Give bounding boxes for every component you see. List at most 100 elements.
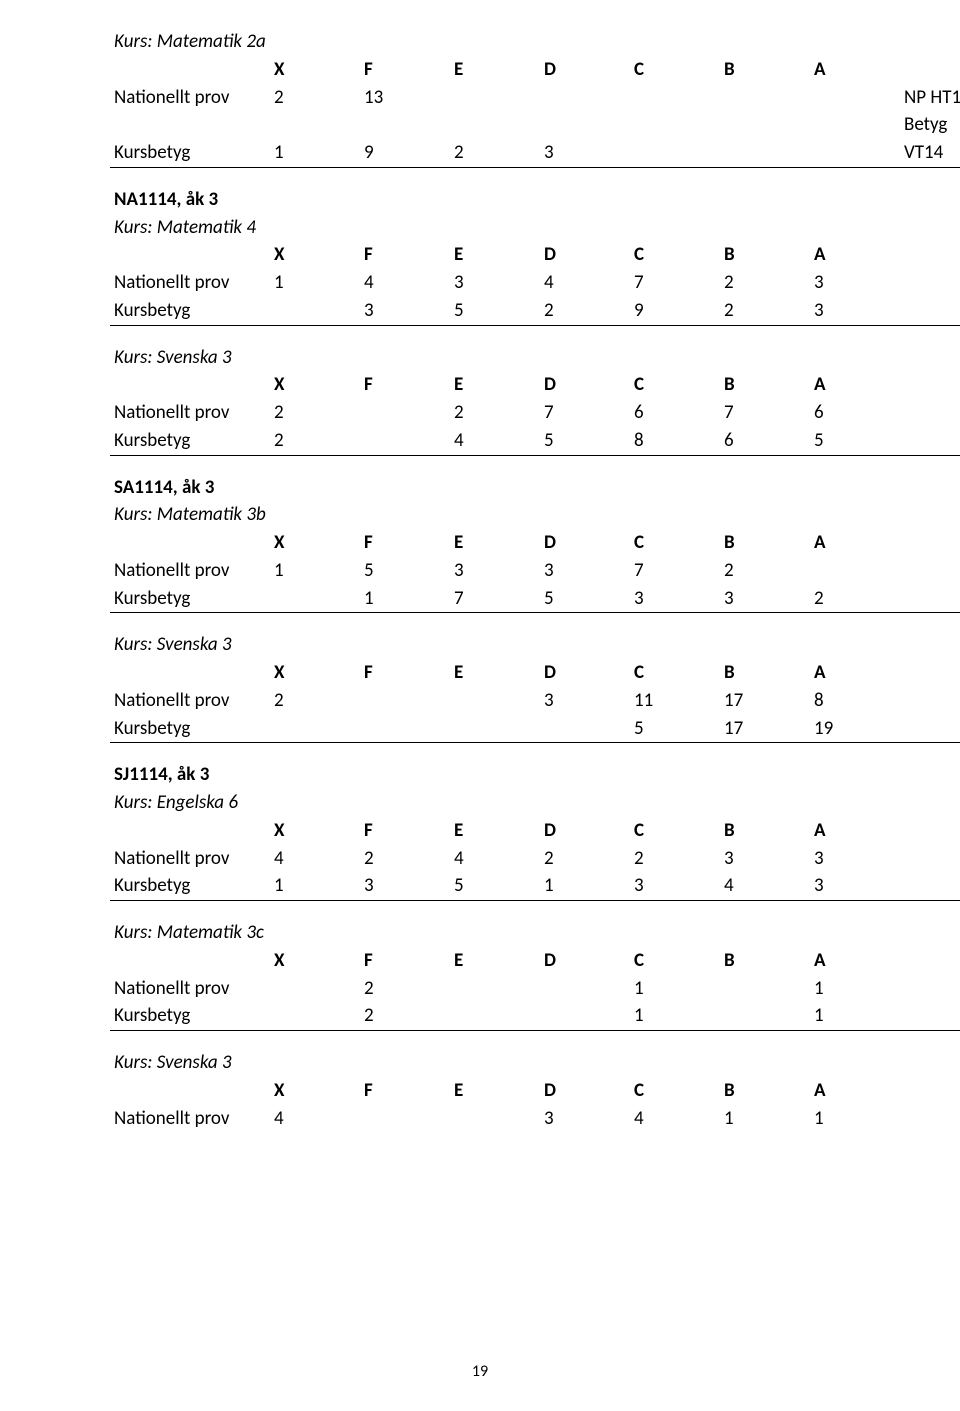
gh-x: X bbox=[270, 241, 360, 269]
cell bbox=[360, 1105, 450, 1133]
cell bbox=[270, 975, 360, 1003]
table-row: Kurs: Svenska 3 bbox=[110, 344, 960, 372]
cell: 3 bbox=[630, 872, 720, 900]
cell: 5 bbox=[450, 872, 540, 900]
gh-f: F bbox=[360, 817, 450, 845]
course-title: Kurs: Svenska 3 bbox=[110, 1049, 960, 1077]
section-heading: SJ1114, åk 3 bbox=[110, 761, 270, 789]
cell: 3 bbox=[540, 139, 630, 167]
gh-d: D bbox=[540, 1077, 630, 1105]
cell bbox=[540, 1002, 630, 1030]
cell: 2 bbox=[720, 297, 810, 325]
cell: 6 bbox=[630, 399, 720, 427]
gh-d: D bbox=[540, 371, 630, 399]
trailing-note: Betyg bbox=[900, 111, 960, 139]
gh-b: B bbox=[720, 56, 810, 84]
cell bbox=[540, 715, 630, 743]
cell: 2 bbox=[630, 845, 720, 873]
cell: 3 bbox=[540, 557, 630, 585]
cell: 2 bbox=[810, 585, 900, 613]
gh-c: C bbox=[630, 56, 720, 84]
row-label: Nationellt prov bbox=[110, 687, 270, 715]
cell: 2 bbox=[270, 427, 360, 455]
table-row: Kurs: Matematik 3b bbox=[110, 501, 960, 529]
table-row: Nationellt prov 4 3 4 1 1 bbox=[110, 1105, 960, 1133]
cell: 5 bbox=[540, 585, 630, 613]
gh-e: E bbox=[450, 1077, 540, 1105]
course-title: Kurs: Matematik 3b bbox=[110, 501, 960, 529]
table-row: Nationellt prov 2 13 NP HT13 bbox=[110, 84, 960, 112]
row-label: Nationellt prov bbox=[110, 399, 270, 427]
cell: 3 bbox=[630, 585, 720, 613]
gh-c: C bbox=[630, 371, 720, 399]
cell bbox=[630, 139, 720, 167]
gh-b: B bbox=[720, 241, 810, 269]
gh-c: C bbox=[630, 241, 720, 269]
gh-e: E bbox=[450, 659, 540, 687]
cell: 3 bbox=[360, 297, 450, 325]
cell: 17 bbox=[720, 687, 810, 715]
table-row: Kursbetyg 1 9 2 3 VT14 bbox=[110, 139, 960, 167]
grade-header-row: X F E D C B A bbox=[110, 1077, 960, 1105]
section-heading: NA1114, åk 3 bbox=[110, 186, 270, 214]
gh-c: C bbox=[630, 1077, 720, 1105]
cell: 9 bbox=[630, 297, 720, 325]
page: Kurs: Matematik 2a X F E D C B A Natione… bbox=[0, 0, 960, 1411]
cell: 3 bbox=[540, 1105, 630, 1133]
gh-d: D bbox=[540, 659, 630, 687]
cell: 5 bbox=[630, 715, 720, 743]
row-label: Kursbetyg bbox=[110, 872, 270, 900]
cell: 8 bbox=[810, 687, 900, 715]
gh-a: A bbox=[810, 56, 900, 84]
cell bbox=[450, 1105, 540, 1133]
row-label: Kursbetyg bbox=[110, 297, 270, 325]
row-label: Kursbetyg bbox=[110, 1002, 270, 1030]
gh-c: C bbox=[630, 817, 720, 845]
cell bbox=[450, 715, 540, 743]
course-title: Kurs: Engelska 6 bbox=[110, 789, 960, 817]
gh-e: E bbox=[450, 529, 540, 557]
gh-b: B bbox=[720, 817, 810, 845]
cell: 1 bbox=[810, 1105, 900, 1133]
gh-e: E bbox=[450, 817, 540, 845]
gh-a: A bbox=[810, 817, 900, 845]
gh-f: F bbox=[360, 529, 450, 557]
gh-x: X bbox=[270, 1077, 360, 1105]
cell: 9 bbox=[360, 139, 450, 167]
gh-d: D bbox=[540, 529, 630, 557]
gh-d: D bbox=[540, 56, 630, 84]
cell: 6 bbox=[810, 399, 900, 427]
course-title: Kurs: Svenska 3 bbox=[110, 631, 960, 659]
cell: 3 bbox=[720, 585, 810, 613]
grade-header-row: X F E D C B A bbox=[110, 371, 960, 399]
cell: 2 bbox=[540, 297, 630, 325]
cell: 2 bbox=[270, 84, 360, 112]
cell bbox=[720, 1002, 810, 1030]
gh-c: C bbox=[630, 659, 720, 687]
cell: 4 bbox=[450, 845, 540, 873]
section-heading: SA1114, åk 3 bbox=[110, 474, 270, 502]
cell bbox=[270, 297, 360, 325]
cell: 3 bbox=[810, 269, 900, 297]
gh-e: E bbox=[450, 947, 540, 975]
cell: 5 bbox=[360, 557, 450, 585]
gh-f: F bbox=[360, 947, 450, 975]
course-title: Kurs: Matematik 2a bbox=[110, 28, 270, 56]
cell bbox=[450, 1002, 540, 1030]
table-row: Nationellt prov 4 2 4 2 2 3 3 bbox=[110, 845, 960, 873]
cell: 4 bbox=[450, 427, 540, 455]
gh-b: B bbox=[720, 1077, 810, 1105]
cell: 1 bbox=[720, 1105, 810, 1133]
cell: 2 bbox=[360, 845, 450, 873]
gh-f: F bbox=[360, 241, 450, 269]
cell: 1 bbox=[360, 585, 450, 613]
cell: 8 bbox=[630, 427, 720, 455]
cell bbox=[270, 1002, 360, 1030]
table-row: Kursbetyg 5 17 19 bbox=[110, 715, 960, 743]
cell: 4 bbox=[360, 269, 450, 297]
cell bbox=[630, 84, 720, 112]
gh-a: A bbox=[810, 371, 900, 399]
grade-header-row: X F E D C B A bbox=[110, 56, 960, 84]
row-label: Nationellt prov bbox=[110, 975, 270, 1003]
cell bbox=[810, 139, 900, 167]
